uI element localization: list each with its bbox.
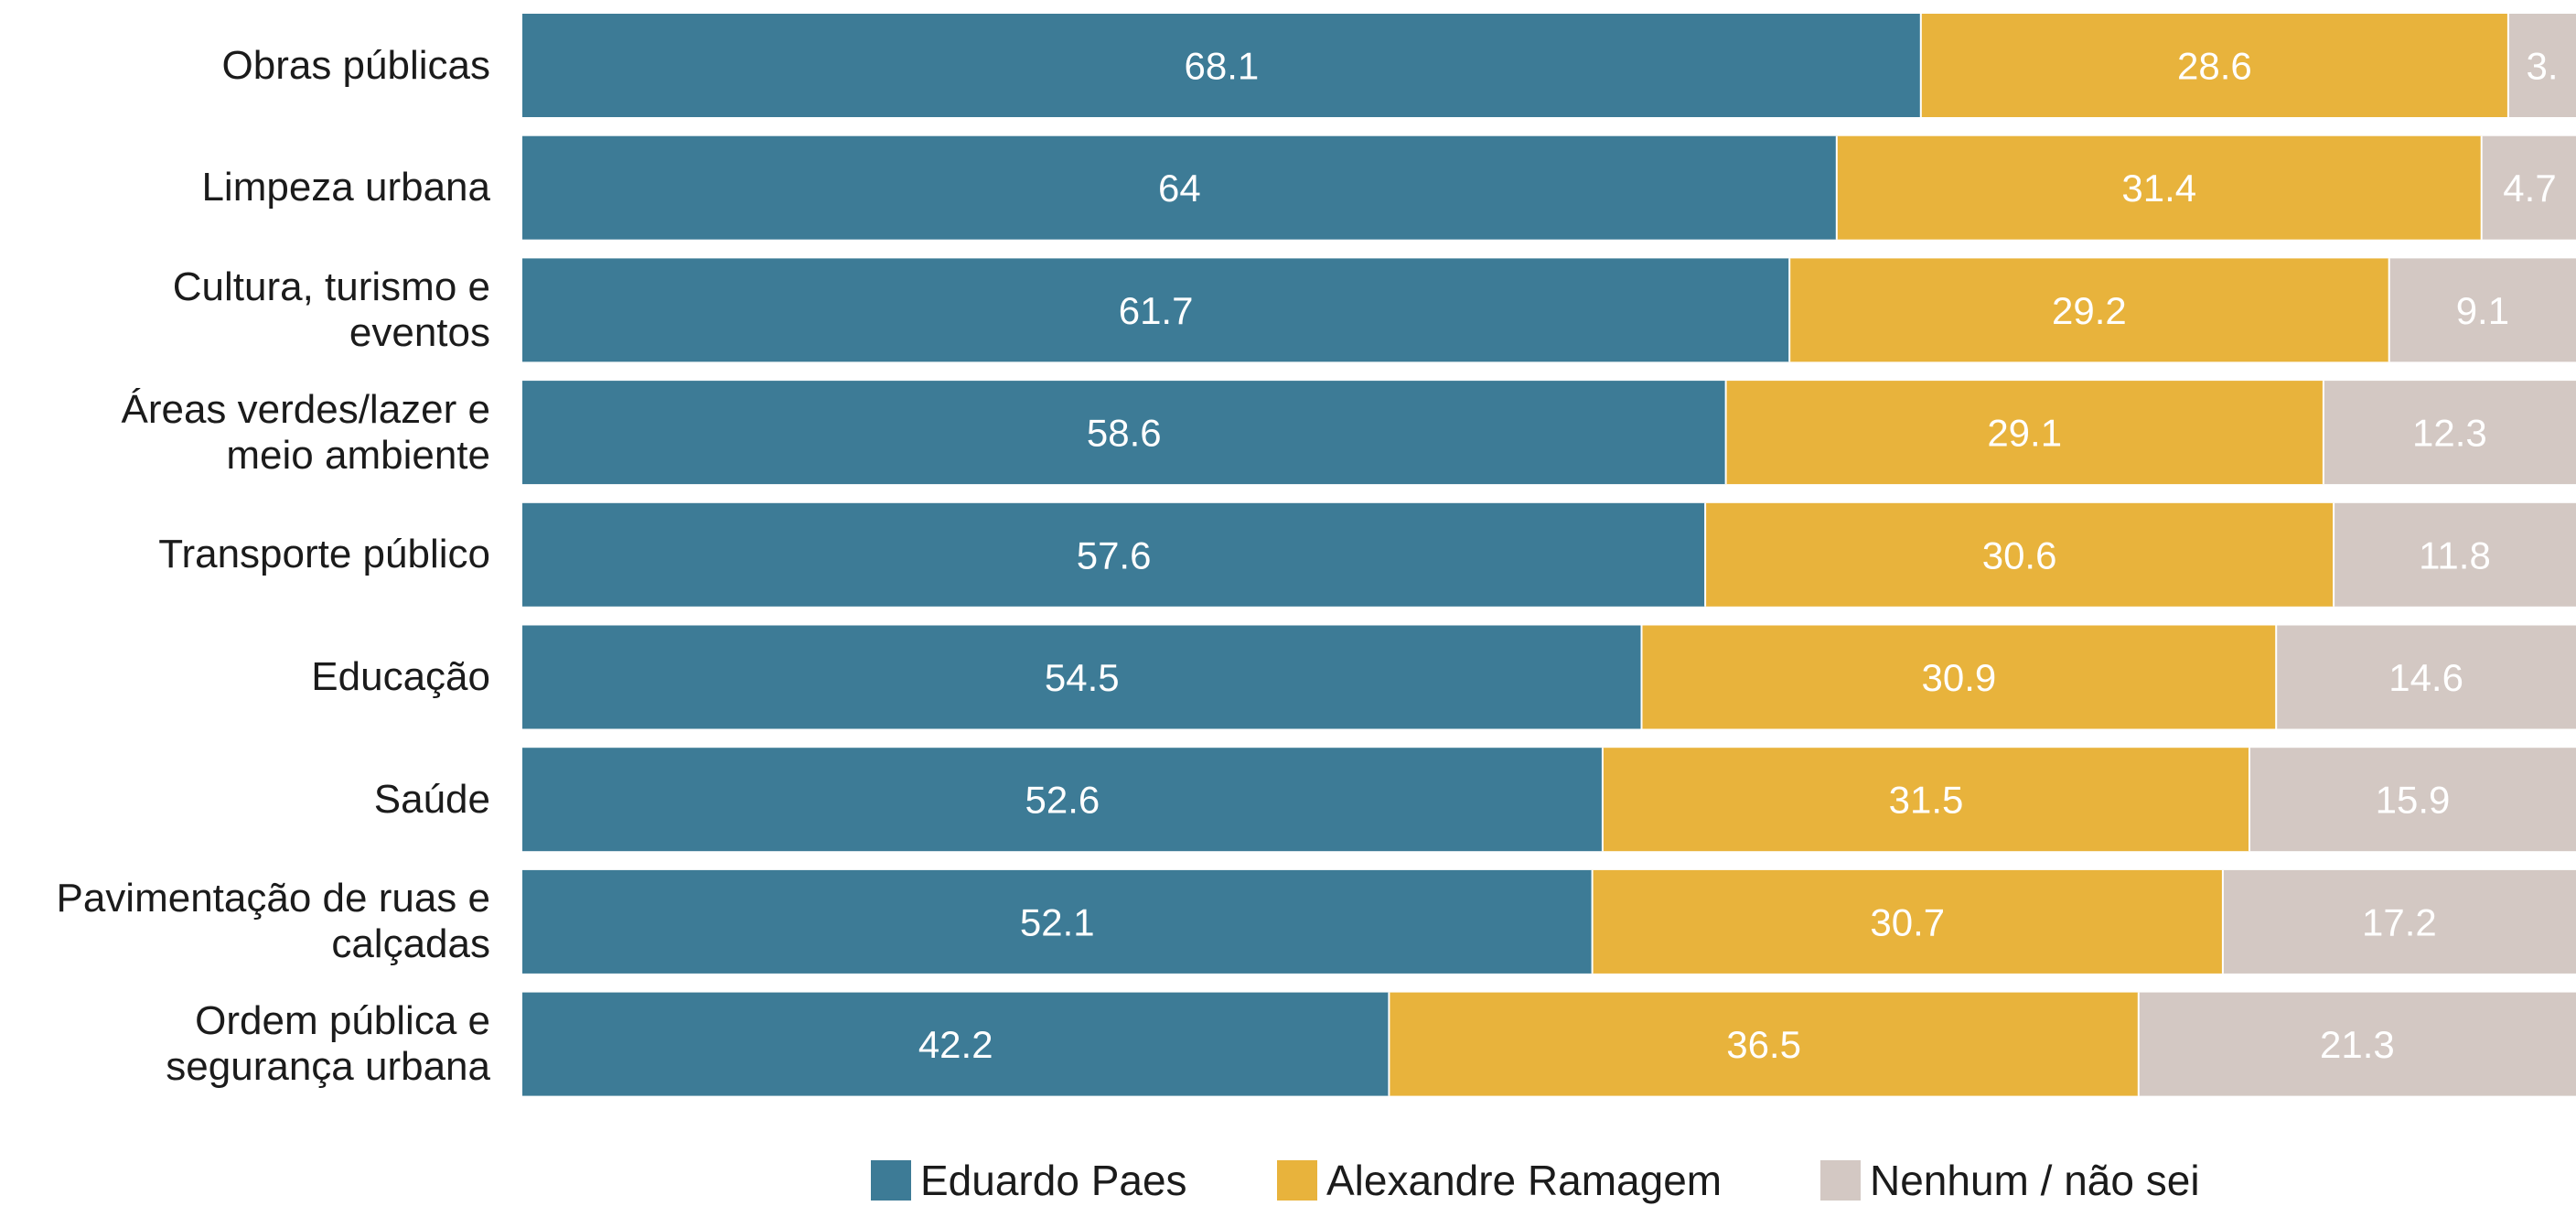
bar-segment <box>1725 381 2324 485</box>
legend-swatch <box>871 1160 911 1201</box>
data-label: 30.7 <box>1870 900 1945 943</box>
bar-segment <box>522 992 1390 1096</box>
bar-segment <box>1920 14 2508 117</box>
category-label: Transporte público <box>5 532 490 577</box>
legend-label: Alexandre Ramagem <box>1326 1157 1723 1204</box>
data-label: 57.6 <box>1077 533 1152 576</box>
data-label: 21.3 <box>2320 1023 2395 1066</box>
category-label-line: calçadas <box>331 921 490 967</box>
bar-segment <box>1389 992 2139 1096</box>
category-label: Educação <box>5 654 490 700</box>
bar-segment <box>2388 258 2576 362</box>
category-label-line: Saúde <box>373 776 490 822</box>
bar-segment <box>2507 14 2576 117</box>
data-label: 31.5 <box>1889 779 1964 822</box>
data-label: 12.3 <box>2412 412 2487 455</box>
data-label: 31.4 <box>2121 167 2196 210</box>
data-label: 28.6 <box>2177 45 2252 88</box>
bar-segment <box>1836 135 2482 240</box>
bar-segment <box>522 748 1603 852</box>
bar-segment <box>2323 381 2576 485</box>
bar-segment <box>522 135 1837 240</box>
category-label: Ordem pública e segurança urbana <box>5 998 490 1090</box>
legend-label: Nenhum / não sei <box>1870 1157 2200 1204</box>
data-label: 11.8 <box>2419 533 2491 576</box>
data-label: 52.1 <box>1020 900 1095 943</box>
category-label-line: Limpeza urbana <box>201 165 490 210</box>
data-label: 54.5 <box>1045 656 1120 699</box>
data-label: 29.1 <box>1987 412 2062 455</box>
data-label: 17.2 <box>2362 900 2437 943</box>
bar-segment <box>2481 135 2576 240</box>
bar-segment <box>1705 502 2334 607</box>
data-label: 30.9 <box>1922 656 1997 699</box>
category-label: Saúde <box>5 777 490 823</box>
data-label: 14.6 <box>2388 656 2463 699</box>
bar-segment <box>2222 869 2576 974</box>
data-label: 52.6 <box>1025 779 1100 822</box>
data-label: 42.2 <box>918 1023 993 1066</box>
data-label: 68.1 <box>1185 45 1260 88</box>
category-label: Pavimentação de ruas e calçadas <box>5 876 490 967</box>
data-label: 29.2 <box>2052 289 2127 332</box>
legend-swatch <box>1820 1160 1861 1201</box>
bar-segment <box>1789 258 2389 362</box>
bar-segment <box>1641 625 2277 729</box>
legend-item: Eduardo Paes <box>871 1155 1187 1206</box>
data-label: 58.6 <box>1087 412 1162 455</box>
category-label-line: meio ambiente <box>226 432 490 478</box>
category-label-line: Pavimentação de ruas e <box>56 876 490 921</box>
bar-segment <box>1602 748 2250 852</box>
category-label: Áreas verdes/lazer e meio ambiente <box>5 387 490 479</box>
bar-segment <box>1592 869 2223 974</box>
category-label-line: eventos <box>349 309 490 355</box>
category-label-line: Educação <box>311 654 490 699</box>
legend-label: Eduardo Paes <box>920 1157 1187 1204</box>
category-label-line: Áreas verdes/lazer e <box>121 386 490 432</box>
data-label: 4.7 <box>2503 167 2556 210</box>
bars-group: 68.1 28.6 3. 64 31.4 4.7 61.7 29.2 9.1 58.6 29.1 12… <box>522 14 2576 1096</box>
data-label: 9.1 <box>2456 289 2509 332</box>
legend-item: Nenhum / não sei <box>1820 1155 2200 1206</box>
data-label: 15.9 <box>2376 779 2451 822</box>
data-label: 61.7 <box>1119 289 1194 332</box>
data-label: 64 <box>1158 167 1201 210</box>
category-label-line: segurança urbana <box>166 1044 490 1090</box>
bar-segment <box>522 258 1790 362</box>
bar-segment <box>522 502 1706 607</box>
data-label: 30.6 <box>1982 533 2057 576</box>
category-label: Obras públicas <box>5 43 490 89</box>
bar-segment <box>2334 502 2576 607</box>
legend-item: Alexandre Ramagem <box>1277 1155 1722 1206</box>
bar-segment <box>522 869 1593 974</box>
category-label-line: Cultura, turismo e <box>172 264 490 309</box>
category-label: Limpeza urbana <box>5 165 490 210</box>
category-label: Cultura, turismo e eventos <box>5 264 490 356</box>
bar-segment <box>522 14 1921 117</box>
category-label-line: Obras públicas <box>221 42 490 88</box>
data-label: 36.5 <box>1726 1023 1801 1066</box>
bar-segment <box>2249 748 2576 852</box>
bar-segment <box>2138 992 2576 1096</box>
legend-swatch <box>1277 1160 1317 1201</box>
category-label-line: Transporte público <box>158 532 490 577</box>
category-label-line: Ordem pública e <box>195 998 490 1044</box>
bar-segment <box>522 381 1726 485</box>
data-label: 3. <box>2526 45 2558 88</box>
bar-segment <box>2276 625 2576 729</box>
bar-segment <box>522 625 1642 729</box>
